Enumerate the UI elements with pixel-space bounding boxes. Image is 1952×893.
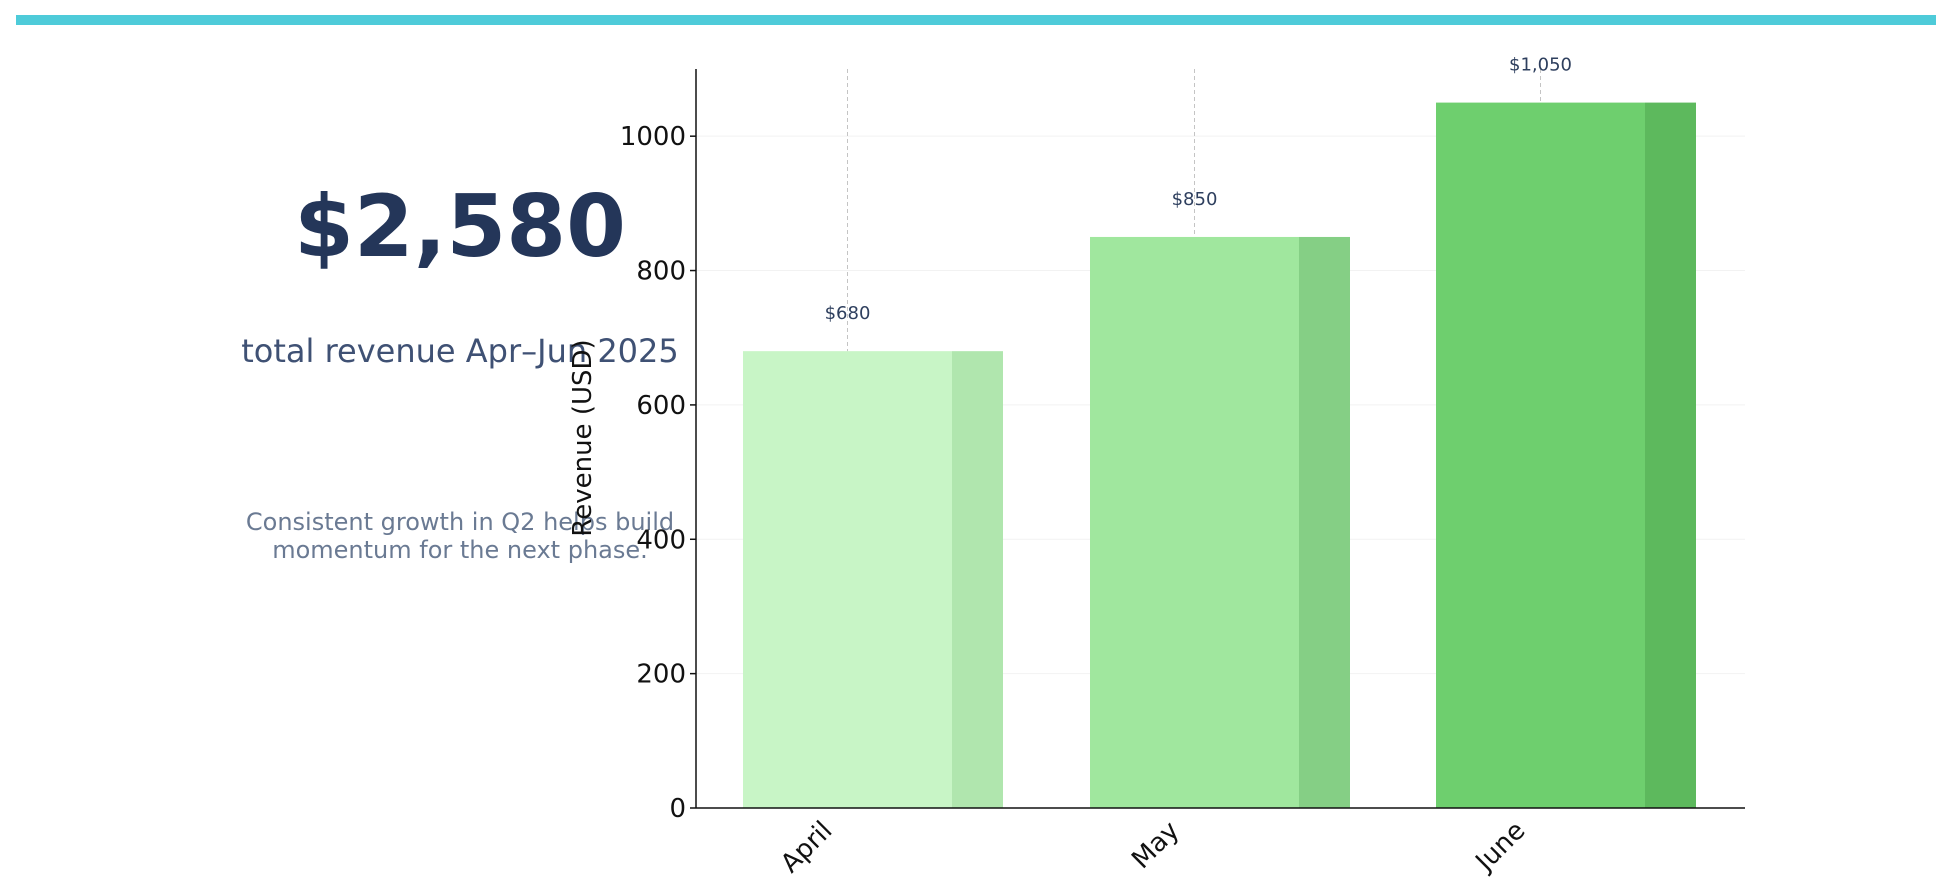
bar-shade-may xyxy=(1299,236,1350,809)
kpi-total-label: total revenue Apr–Jun 2025 xyxy=(241,332,679,370)
data-label: $680 xyxy=(825,303,871,324)
y-tick-label: 0 xyxy=(669,794,686,824)
y-tick-label: 200 xyxy=(636,660,686,690)
y-tick-label: 600 xyxy=(636,391,686,421)
x-tick-label: June xyxy=(1469,816,1532,879)
x-tick-label: April xyxy=(775,816,838,879)
bar-june xyxy=(1436,102,1645,808)
y-tick-label: 800 xyxy=(636,257,686,287)
bar-april xyxy=(743,351,952,808)
bar-may xyxy=(1090,236,1299,809)
y-tick-label: 400 xyxy=(636,525,686,555)
kpi-total-value: $2,580 xyxy=(294,177,626,277)
bar-shade-april xyxy=(952,351,1003,808)
y-tick-label: 1000 xyxy=(620,122,686,152)
kpi-growth-note: Consistent growth in Q2 helps build mome… xyxy=(245,508,675,564)
data-label: $1,050 xyxy=(1509,55,1572,76)
bar-shade-june xyxy=(1645,102,1696,808)
data-label: $850 xyxy=(1172,189,1218,210)
y-axis-title: Revenue (USD) xyxy=(568,339,598,536)
header-accent-bar xyxy=(16,15,1936,25)
x-tick-label: May xyxy=(1126,816,1185,875)
